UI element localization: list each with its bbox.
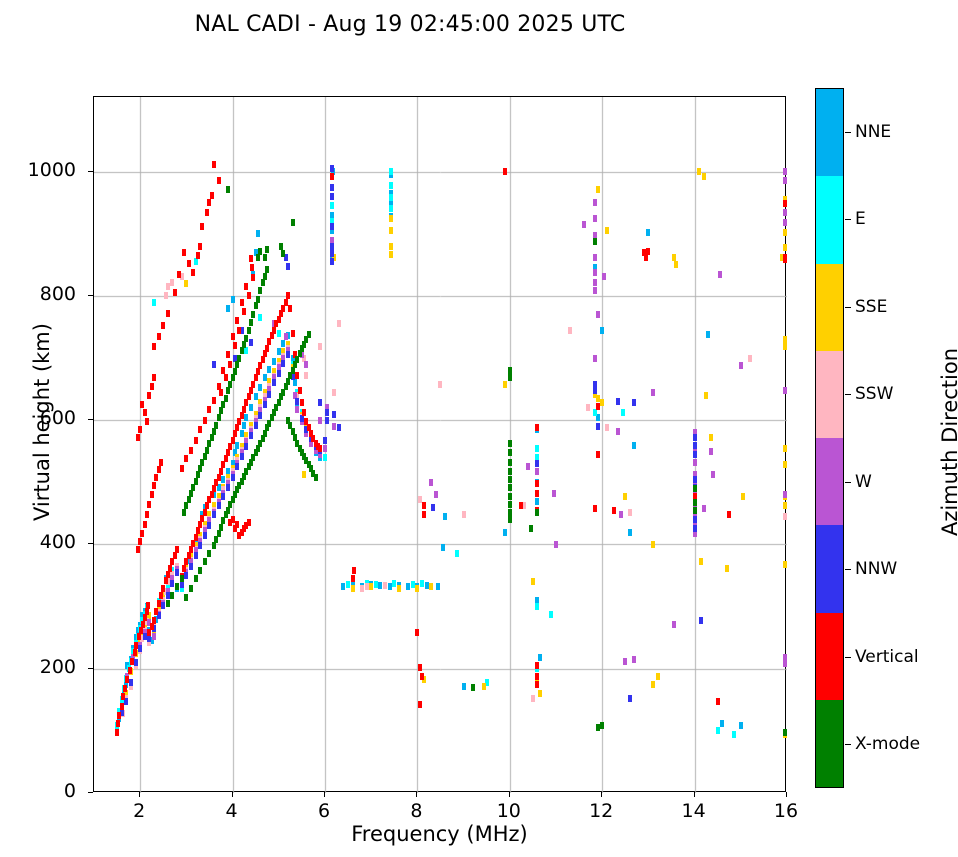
colorbar-label-sse: SSE <box>855 296 888 317</box>
x-tick <box>139 792 141 797</box>
colorbar-label-w: W <box>855 471 872 492</box>
x-tick-label: 4 <box>225 800 238 822</box>
x-tick-label: 6 <box>317 800 331 822</box>
colorbar-segment-nnw[interactable] <box>816 525 843 613</box>
x-tick-label: 10 <box>496 800 521 822</box>
y-axis-label: Virtual height (km) <box>30 323 54 521</box>
colorbar-tick <box>845 656 851 658</box>
x-tick <box>786 792 787 797</box>
x-axis-label: Frequency (MHz) <box>351 822 528 846</box>
plot-area <box>93 96 787 793</box>
colorbar-segment-ssw[interactable] <box>816 350 843 438</box>
y-tick-label: 400 <box>39 531 76 554</box>
x-tick-label: 8 <box>410 800 423 822</box>
scatter-data-layer <box>94 97 787 793</box>
x-tick <box>416 792 418 797</box>
y-tick-label: 1000 <box>27 158 76 181</box>
colorbar[interactable] <box>815 88 844 788</box>
y-tick-label: 800 <box>39 282 76 305</box>
colorbar-label-nnw: NNW <box>855 559 898 580</box>
colorbar-label-vertical: Vertical <box>855 646 919 667</box>
colorbar-segment-sse[interactable] <box>816 263 843 351</box>
x-tick <box>231 792 233 797</box>
page-title: NAL CADI - Aug 19 02:45:00 2025 UTC <box>194 12 626 37</box>
y-tick-label: 0 <box>63 780 76 802</box>
colorbar-tick <box>845 219 851 221</box>
colorbar-label-e: E <box>855 209 866 230</box>
colorbar-label-x-mode: X-mode <box>855 734 921 755</box>
y-tick <box>88 792 93 793</box>
x-tick-label: 14 <box>681 800 706 822</box>
x-tick <box>508 792 510 797</box>
colorbar-label-ssw: SSW <box>855 384 894 405</box>
x-tick <box>601 792 603 797</box>
colorbar-segment-w[interactable] <box>816 438 843 526</box>
colorbar-segment-x-mode[interactable] <box>816 699 843 787</box>
y-tick <box>88 667 93 669</box>
colorbar-tick <box>845 306 851 308</box>
x-tick <box>324 792 325 797</box>
colorbar-segment-e[interactable] <box>816 176 843 264</box>
x-tick <box>693 792 695 797</box>
colorbar-tick <box>845 131 851 133</box>
y-tick <box>88 543 93 545</box>
colorbar-segment-nne[interactable] <box>816 89 843 177</box>
y-tick <box>88 419 93 421</box>
colorbar-tick <box>845 481 851 483</box>
x-tick-label: 2 <box>133 800 146 822</box>
colorbar-label-nne: NNE <box>855 121 892 142</box>
x-tick-label: 12 <box>589 800 614 822</box>
x-tick-label: 16 <box>773 800 799 822</box>
colorbar-tick <box>845 569 851 571</box>
y-tick <box>88 294 93 296</box>
colorbar-tick <box>845 394 851 396</box>
y-tick <box>88 170 93 172</box>
y-tick-label: 600 <box>39 407 76 430</box>
y-tick-label: 200 <box>39 655 76 678</box>
colorbar-segment-vertical[interactable] <box>816 612 843 700</box>
colorbar-title: Azimuth Direction <box>938 347 958 537</box>
colorbar-tick <box>845 744 851 746</box>
